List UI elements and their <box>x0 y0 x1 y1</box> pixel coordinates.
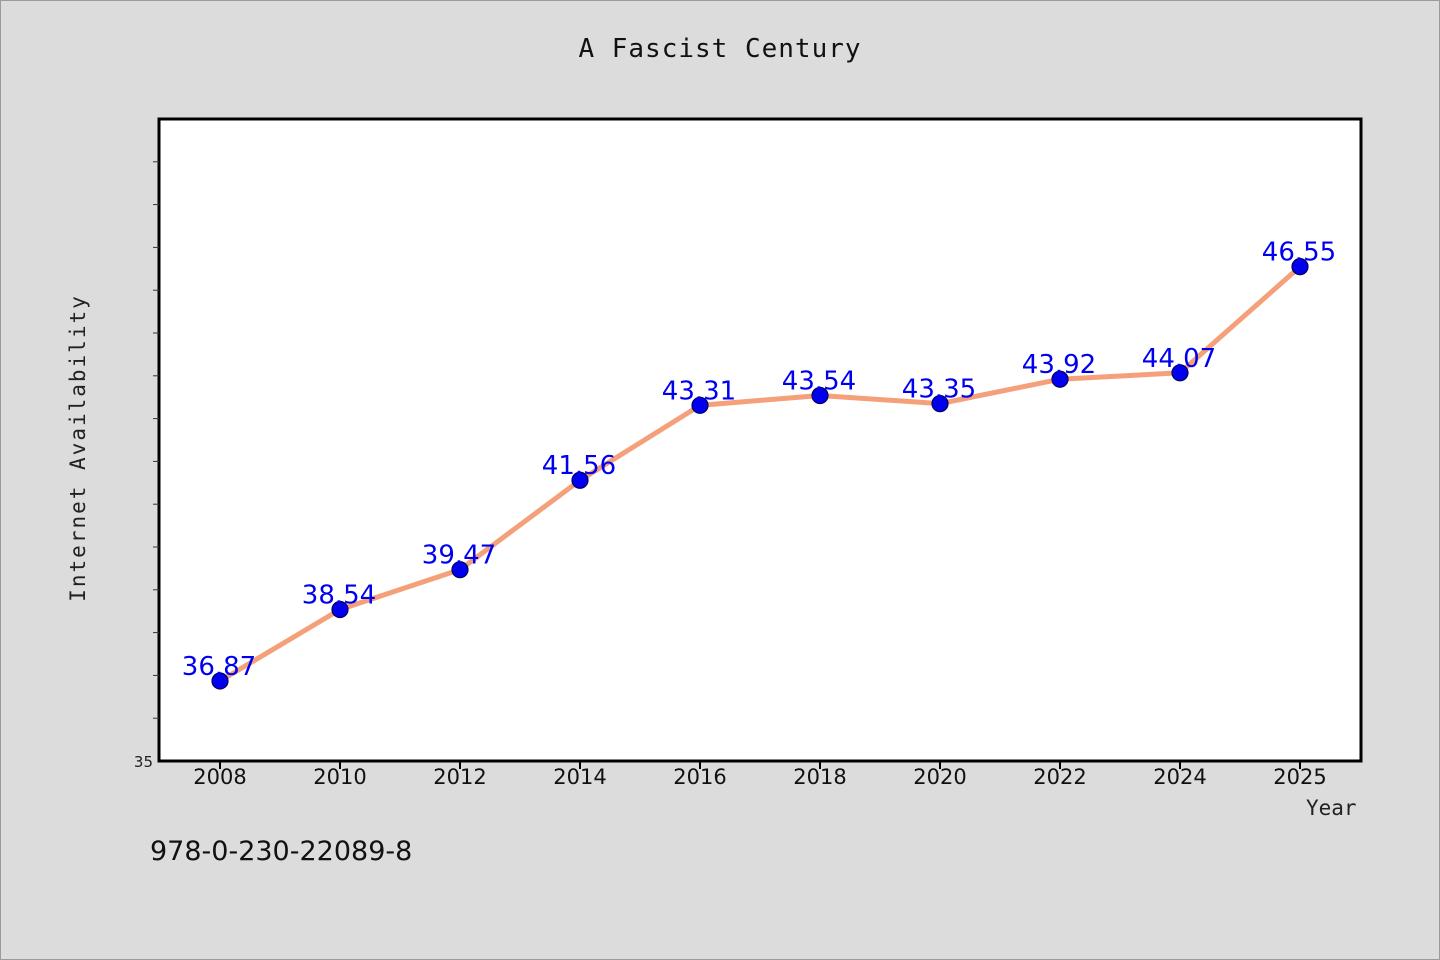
data-points <box>211 258 1309 690</box>
x-tick-label: 2020 <box>913 765 966 789</box>
data-label: 43.54 <box>782 366 856 396</box>
x-axis-ticks: 2008 2010 2012 2014 2016 2018 2020 2022 2024 2025 <box>193 761 1327 789</box>
data-label: 39.47 <box>422 541 496 571</box>
data-point <box>811 386 829 405</box>
data-label: 36.87 <box>182 652 256 682</box>
chart-title: A Fascist Century <box>578 34 862 64</box>
data-label: 46.55 <box>1262 238 1336 268</box>
data-point <box>691 396 709 414</box>
x-tick-label: 2018 <box>793 765 846 789</box>
data-point <box>931 395 949 413</box>
x-tick-label: 2025 <box>1273 765 1326 789</box>
data-label: 44.07 <box>1142 344 1216 374</box>
data-point <box>211 672 229 690</box>
series-line <box>217 264 1303 684</box>
y-axis-ticks: 35 <box>134 161 159 771</box>
plot-area <box>157 117 1363 763</box>
y-tick-label: 35 <box>134 753 153 771</box>
data-label: 43.92 <box>1022 350 1096 380</box>
data-point <box>1051 370 1069 388</box>
data-labels: 36.87 38.54 39.47 41.56 43.31 43.54 43.35 43.92… <box>182 238 1336 682</box>
x-tick-label: 2008 <box>193 765 246 789</box>
data-label: 38.54 <box>302 580 376 610</box>
x-tick-label: 2016 <box>673 765 726 789</box>
data-point <box>1291 258 1309 276</box>
x-tick-label: 2024 <box>1153 765 1206 789</box>
data-label: 43.35 <box>902 375 976 405</box>
x-tick-label: 2022 <box>1033 765 1086 789</box>
x-tick-label: 2010 <box>313 765 366 789</box>
x-tick-label: 2014 <box>553 765 606 789</box>
data-point <box>451 561 469 579</box>
x-axis-label: Year <box>1306 796 1357 820</box>
data-point <box>331 600 349 619</box>
data-label: 41.56 <box>542 451 616 481</box>
data-point <box>1171 364 1189 382</box>
isbn-text: 978-0-230-22089-8 <box>150 836 413 867</box>
data-point <box>571 471 589 489</box>
data-label: 43.31 <box>662 376 736 406</box>
x-tick-label: 2012 <box>433 765 486 789</box>
